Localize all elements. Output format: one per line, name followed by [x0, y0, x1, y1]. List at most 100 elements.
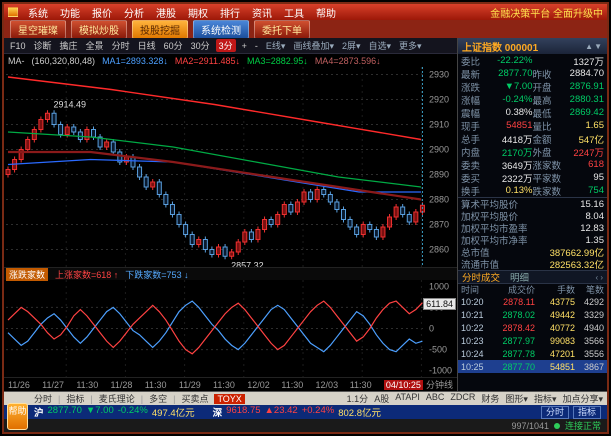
- index-value: 9618.75: [226, 405, 261, 416]
- bottom-tab[interactable]: 加点分享▾: [562, 394, 603, 404]
- stat-row: 加权平均市盈率 12.83: [458, 222, 607, 236]
- menu-item[interactable]: 工具: [284, 8, 304, 20]
- quote-field-value: 2880.31: [569, 94, 604, 105]
- time-axis-label: 12/02: [247, 379, 270, 390]
- quote-row: 委卖 3649万 涨家数 618: [458, 158, 607, 171]
- menu-item[interactable]: 排行: [220, 8, 240, 20]
- bottom-tab[interactable]: 分时: [34, 394, 53, 404]
- menu-item[interactable]: 帮助: [316, 8, 336, 20]
- bottom-tab[interactable]: ZDCR: [450, 392, 476, 402]
- tab-scroll-arrows[interactable]: ‹ ›: [595, 272, 603, 282]
- toolbar-button[interactable]: 模拟炒股: [71, 19, 127, 39]
- bottom-tab[interactable]: ATAPI: [395, 392, 420, 402]
- indicator-header: 涨跌家数 上涨家数=618 ↑ 下跌家数=753 ↓: [4, 267, 457, 281]
- dropdown-menu-button[interactable]: 2屏▾: [341, 41, 361, 51]
- time-axis-label: 11/27: [42, 379, 65, 390]
- ticker-view-button[interactable]: 分时: [540, 405, 569, 419]
- quote-cell: 量比 1.65: [533, 119, 605, 132]
- help-floating-badge[interactable]: 帮助: [7, 403, 28, 430]
- menu-item[interactable]: 功能: [60, 8, 80, 20]
- dropdown-menu-button[interactable]: 自选▾: [368, 41, 392, 51]
- quote-field-value: 2869.42: [569, 107, 604, 118]
- dropdown-menu-button[interactable]: 更多▾: [399, 41, 422, 51]
- advancers-count: 上涨家数=618 ↑: [55, 269, 119, 280]
- index-ticker-segment[interactable]: 沪 2877.70 ▼7.00 -0.24% 497.4亿元: [34, 405, 195, 419]
- quote-field-label: 涨跌: [461, 82, 481, 94]
- tick-row[interactable]: 10:23 2877.97 99083 3566: [458, 334, 607, 347]
- prev-next-stock-buttons[interactable]: ▲▼: [585, 41, 603, 51]
- toolbar-button[interactable]: 系统检测: [193, 19, 249, 39]
- menu-item[interactable]: 分析: [124, 8, 144, 20]
- period-or-view-button[interactable]: 诊断: [33, 41, 52, 51]
- menu-item[interactable]: 报价: [92, 8, 112, 20]
- tick-volume: 43775: [549, 296, 575, 307]
- period-or-view-button[interactable]: 日线: [137, 41, 156, 51]
- app-logo-icon: [8, 7, 18, 17]
- tick-time: 10:22: [461, 322, 484, 333]
- period-or-view-button[interactable]: 全景: [85, 41, 104, 51]
- active-period-button[interactable]: 3分: [215, 39, 236, 52]
- svg-text:2910: 2910: [429, 120, 449, 130]
- quote-field-label: 委卖: [461, 160, 481, 172]
- ma-values-line: MA- (160,320,80,48) MA1=2893.328↓ MA2=2911.…: [4, 54, 457, 67]
- toolbar-button[interactable]: 委托下单: [254, 19, 310, 39]
- bottom-tabs-right: 1.1分 A股 ATAPI ABC ZDCR 财务 图形▾ 指标▾ 加点分享▾: [347, 392, 603, 405]
- stat-label: 流通市值: [461, 260, 500, 271]
- tick-table: 10:20 2878.11 43775 4292 10:21 2878.02 49442 33…: [458, 295, 607, 373]
- stat-row: 加权平均市净率 1.35: [458, 234, 607, 248]
- period-or-view-button[interactable]: F10: [10, 40, 26, 51]
- toolbar-button[interactable]: 星空璀璨: [10, 19, 66, 39]
- bottom-tab[interactable]: 1.1分: [346, 394, 369, 404]
- menu-item[interactable]: 港股: [156, 8, 176, 20]
- tick-row[interactable]: 10:22 2878.42 40772 4940: [458, 321, 607, 334]
- ticker-view-button[interactable]: 指标: [572, 405, 601, 419]
- bottom-tab[interactable]: ABC: [425, 392, 445, 402]
- toolbar-button[interactable]: 投股挖掘: [132, 19, 188, 39]
- dropdown-menu-button[interactable]: 画线叠加▾: [293, 41, 334, 51]
- indicator-chart[interactable]: 10005000-500-1000 611.84: [4, 280, 457, 377]
- tick-col-header: 手数: [556, 285, 575, 295]
- tab-detail[interactable]: 明细: [510, 273, 530, 284]
- tab-tick-trades[interactable]: 分时成交: [462, 273, 501, 284]
- tick-count: 3329: [583, 309, 604, 320]
- zoom-button[interactable]: -: [254, 40, 258, 51]
- period-or-view-button[interactable]: 分时: [111, 41, 130, 51]
- tick-col-header: 成交价: [507, 285, 535, 295]
- zoom-button[interactable]: +: [241, 40, 247, 51]
- menu-item[interactable]: 系统: [28, 8, 48, 20]
- bottom-tab-bar: 分时 | 指标 | 麦氏理论 | 多空 | 买卖点 TOYX 1.1分 A股 ATAPI ABC ZDCR 财…: [4, 391, 607, 405]
- tick-row[interactable]: 10:25 2877.70 54851 3867: [458, 360, 607, 373]
- stat-row: 流通市值 282563.32亿: [458, 258, 607, 271]
- bottom-tab[interactable]: A股: [374, 394, 390, 404]
- period-or-view-button[interactable]: 60分: [163, 41, 183, 51]
- period-or-view-button[interactable]: 30分: [190, 41, 210, 51]
- tick-row[interactable]: 10:21 2878.02 49442 3329: [458, 308, 607, 321]
- tick-count: 4292: [583, 296, 604, 307]
- bottom-tab[interactable]: 财务: [481, 394, 500, 404]
- dropdown-menu-button[interactable]: E线▾: [265, 41, 286, 51]
- tab-separator: |: [173, 393, 176, 404]
- menu-item[interactable]: 资讯: [252, 8, 272, 20]
- tick-row[interactable]: 10:24 2877.78 47201 3556: [458, 347, 607, 360]
- menu-item[interactable]: 期权: [188, 8, 208, 20]
- quote-cell: 总手 4418万: [461, 132, 533, 146]
- tick-row[interactable]: 10:20 2878.11 43775 4292: [458, 295, 607, 308]
- bottom-tab-highlighted[interactable]: TOYX: [214, 393, 245, 404]
- bottom-tab[interactable]: 指标▾: [533, 394, 557, 404]
- quote-cell: 1327万: [533, 54, 604, 68]
- bottom-tab[interactable]: 多空: [149, 394, 168, 404]
- candlestick-chart[interactable]: 2930 2920 2910 2900 2890 2880 2870 2860 2914.49 2…: [4, 67, 457, 267]
- bottom-tab[interactable]: 图形▾: [505, 394, 528, 404]
- bottom-tab[interactable]: 麦氏理论: [98, 394, 135, 404]
- period-or-view-button[interactable]: 擒庄: [59, 41, 78, 51]
- bottom-tab[interactable]: 指标: [66, 394, 85, 404]
- indicator-name-badge[interactable]: 涨跌家数: [6, 267, 49, 281]
- tab-separator: |: [140, 393, 144, 404]
- tick-volume: 40772: [549, 322, 575, 333]
- quote-field-label: 震幅: [461, 108, 481, 120]
- bottom-tab[interactable]: 买卖点: [181, 394, 209, 404]
- quote-field-value: 2247万: [573, 147, 604, 159]
- index-ticker-segment[interactable]: 深 9618.75 ▲23.42 +0.24% 802.8亿元: [213, 405, 381, 419]
- quote-row: 委买 2322万 平家数 95: [458, 171, 607, 184]
